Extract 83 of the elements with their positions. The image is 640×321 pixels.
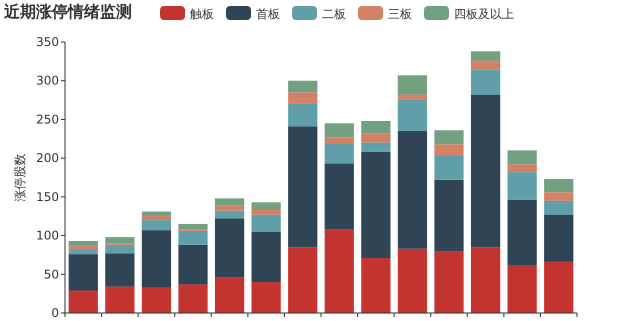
bar <box>434 180 464 252</box>
bar <box>508 150 537 164</box>
bar <box>434 155 464 180</box>
bar <box>324 229 354 313</box>
bar <box>434 144 464 156</box>
y-tick-label: 200 <box>36 151 59 166</box>
bar <box>214 205 244 211</box>
legend-label: 首板 <box>256 7 280 21</box>
bar <box>252 202 281 210</box>
y-tick-label: 100 <box>36 228 59 243</box>
bar <box>252 214 281 232</box>
bar <box>105 286 134 313</box>
bar <box>252 232 281 282</box>
bar <box>361 142 390 152</box>
bar <box>68 250 98 254</box>
y-tick-label: 350 <box>36 35 59 49</box>
bar <box>470 60 500 70</box>
bar <box>324 143 354 164</box>
bar <box>68 240 98 246</box>
bar <box>470 70 500 95</box>
bar <box>434 130 464 144</box>
bar <box>470 51 500 61</box>
bar <box>398 248 428 313</box>
bar <box>544 179 574 192</box>
y-tick-label: 300 <box>36 74 59 88</box>
bar <box>288 92 318 104</box>
legend-label: 四板及以上 <box>454 7 514 21</box>
bar <box>398 94 428 100</box>
bar <box>288 126 318 248</box>
legend-label: 触板 <box>190 7 214 21</box>
y-tick-label: 50 <box>44 267 59 282</box>
bar <box>68 246 98 250</box>
bar <box>68 254 98 291</box>
y-tick-label: 0 <box>51 306 59 320</box>
bar <box>361 152 390 258</box>
bar <box>178 230 208 245</box>
bar <box>105 244 134 254</box>
bar <box>252 210 281 215</box>
bar <box>544 200 574 215</box>
bar <box>214 218 244 278</box>
bar <box>398 131 428 249</box>
bar <box>178 284 208 313</box>
bar <box>508 172 537 200</box>
bar <box>361 258 390 313</box>
bar <box>361 120 390 134</box>
bar <box>508 200 537 265</box>
bar <box>142 287 172 313</box>
bar <box>214 277 244 313</box>
bar <box>105 253 134 287</box>
bar <box>214 198 244 206</box>
y-tick-label: 250 <box>36 112 59 126</box>
bar <box>142 212 172 216</box>
bar <box>68 290 98 313</box>
chart-title: 近期涨停情绪监测 <box>3 2 132 21</box>
bar <box>434 251 464 313</box>
bar <box>324 164 354 230</box>
bar <box>178 224 208 230</box>
bar <box>214 210 244 219</box>
bar <box>544 192 574 201</box>
bar <box>324 137 354 144</box>
bar <box>398 99 428 132</box>
bar <box>142 230 172 288</box>
bar <box>508 164 537 172</box>
bar <box>142 215 172 220</box>
bar <box>288 103 318 126</box>
bar <box>324 123 354 138</box>
bar <box>361 133 390 143</box>
legend-label: 二板 <box>322 7 346 21</box>
legend-label: 三板 <box>388 7 412 21</box>
bar <box>398 75 428 95</box>
y-tick-label: 150 <box>36 190 59 204</box>
bar <box>508 264 537 313</box>
bar <box>544 262 574 313</box>
bar <box>470 247 500 313</box>
bar <box>288 247 318 313</box>
bar <box>178 244 208 284</box>
bar <box>544 214 574 262</box>
y-axis-title: 涨停股数 <box>13 154 27 202</box>
bar <box>288 80 318 92</box>
bar <box>142 220 172 230</box>
bar <box>470 94 500 248</box>
bar <box>105 237 134 244</box>
bar <box>252 282 281 313</box>
